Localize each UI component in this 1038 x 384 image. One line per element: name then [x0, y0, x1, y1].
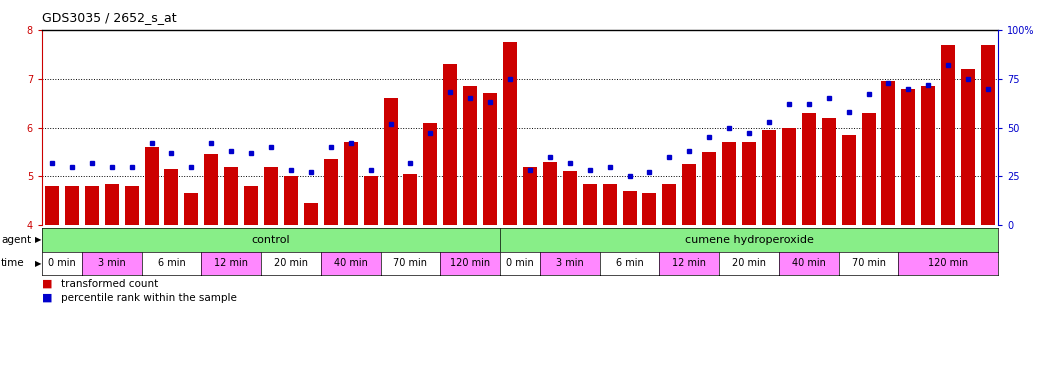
Bar [901, 88, 916, 225]
Bar [623, 191, 636, 225]
Bar [742, 142, 756, 225]
Bar [682, 164, 696, 225]
Text: 12 min: 12 min [214, 258, 248, 268]
Text: 120 min: 120 min [450, 258, 490, 268]
Bar [324, 159, 337, 225]
Bar [543, 162, 556, 225]
Bar [125, 186, 139, 225]
Bar [961, 69, 975, 225]
Text: control: control [252, 235, 291, 245]
Bar [643, 193, 656, 225]
Text: ■: ■ [42, 279, 56, 289]
Text: 120 min: 120 min [928, 258, 968, 268]
Text: 20 min: 20 min [732, 258, 766, 268]
Bar [801, 113, 816, 225]
Text: 3 min: 3 min [98, 258, 126, 268]
Bar [105, 184, 118, 225]
Bar [443, 64, 458, 225]
Text: ▶: ▶ [35, 235, 42, 245]
Text: ▶: ▶ [35, 259, 42, 268]
Bar [463, 86, 477, 225]
Text: 12 min: 12 min [673, 258, 706, 268]
Bar [363, 176, 378, 225]
Bar [822, 118, 836, 225]
Text: agent: agent [1, 235, 31, 245]
Bar [703, 152, 716, 225]
Bar [244, 186, 258, 225]
Bar [842, 135, 855, 225]
Text: 0 min: 0 min [48, 258, 76, 268]
Bar [45, 186, 59, 225]
Text: time: time [1, 258, 25, 268]
Bar [384, 98, 398, 225]
Bar [304, 203, 318, 225]
Bar [582, 184, 597, 225]
Bar [662, 184, 677, 225]
Text: 70 min: 70 min [393, 258, 428, 268]
Bar [85, 186, 99, 225]
Text: 40 min: 40 min [334, 258, 367, 268]
Text: 6 min: 6 min [616, 258, 644, 268]
Text: 20 min: 20 min [274, 258, 308, 268]
Bar [603, 184, 617, 225]
Bar [881, 81, 896, 225]
Bar [483, 93, 497, 225]
Text: 40 min: 40 min [792, 258, 826, 268]
Bar [344, 142, 358, 225]
Bar [762, 130, 776, 225]
Text: GDS3035 / 2652_s_at: GDS3035 / 2652_s_at [42, 11, 176, 24]
Text: cumene hydroperoxide: cumene hydroperoxide [685, 235, 814, 245]
Bar [284, 176, 298, 225]
Text: 70 min: 70 min [851, 258, 885, 268]
Bar [204, 154, 218, 225]
Bar [782, 127, 796, 225]
Bar [523, 167, 537, 225]
Bar [922, 86, 935, 225]
Bar [164, 169, 179, 225]
Text: ■: ■ [42, 293, 56, 303]
Text: 3 min: 3 min [556, 258, 583, 268]
Bar [264, 167, 278, 225]
Bar [224, 167, 238, 225]
Text: 0 min: 0 min [507, 258, 534, 268]
Bar [563, 171, 577, 225]
Bar [722, 142, 736, 225]
Bar [503, 42, 517, 225]
Bar [144, 147, 159, 225]
Bar [185, 193, 198, 225]
Text: percentile rank within the sample: percentile rank within the sample [60, 293, 237, 303]
Text: 6 min: 6 min [158, 258, 186, 268]
Bar [404, 174, 417, 225]
Bar [65, 186, 79, 225]
Text: transformed count: transformed count [60, 279, 158, 289]
Bar [981, 45, 995, 225]
Bar [941, 45, 955, 225]
Bar [424, 122, 437, 225]
Bar [862, 113, 875, 225]
